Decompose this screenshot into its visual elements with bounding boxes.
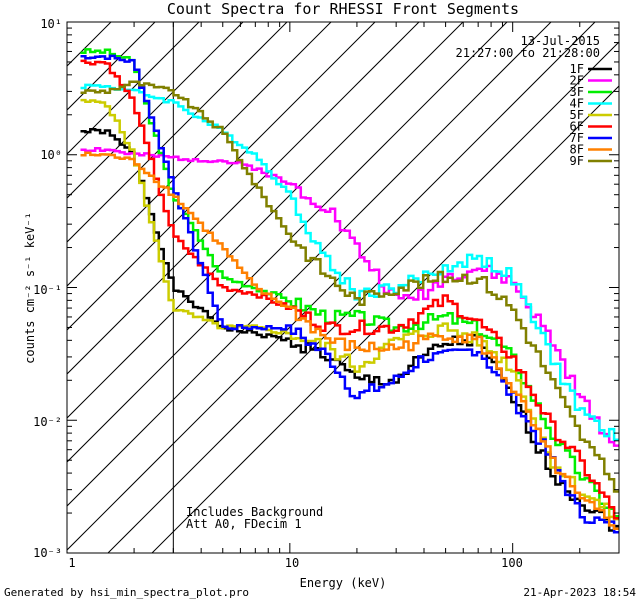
- series-line-4F: [80, 83, 619, 442]
- hatch-line: [67, 22, 552, 507]
- hatch-line: [107, 41, 619, 553]
- chart-title: Count Spectra for RHESSI Front Segments: [167, 0, 519, 18]
- y-tick-label-1e-2: 10⁻²: [33, 415, 62, 429]
- series-line-1F: [80, 128, 619, 532]
- legend-label-6F: 6F: [570, 120, 584, 134]
- series-group: [80, 48, 619, 534]
- x-axis-label: Energy (keV): [300, 576, 387, 590]
- hatch-line: [67, 22, 508, 463]
- plot-date: 13-Jul-2015: [521, 34, 600, 48]
- y-tick-label-1e-3: 10⁻³: [33, 546, 62, 560]
- series-line-2F: [80, 147, 619, 447]
- hatch-line: [67, 22, 332, 287]
- y-axis-label: counts cm⁻² s⁻¹ keV⁻¹: [23, 212, 37, 364]
- series-line-7F: [80, 54, 619, 534]
- series-line-8F: [80, 151, 619, 531]
- y-tick-label-1e-1: 10⁻¹: [33, 283, 62, 297]
- hatch-line: [67, 22, 420, 375]
- axis-ticks: [66, 21, 620, 554]
- hatch-line: [67, 22, 596, 551]
- legend-label-4F: 4F: [570, 97, 584, 111]
- legend-label-5F: 5F: [570, 108, 584, 122]
- legend-label-3F: 3F: [570, 85, 584, 99]
- legend-label-8F: 8F: [570, 143, 584, 157]
- series-line-6F: [80, 59, 619, 520]
- hatch-line: [67, 22, 464, 419]
- x-tick-label-100: 100: [501, 556, 523, 570]
- annotation-attenuator: Att A0, FDecim 1: [186, 517, 302, 531]
- y-tick-label-1e0: 10⁰: [40, 148, 62, 162]
- annotation-background: Includes Background: [186, 505, 323, 519]
- footer-timestamp: 21-Apr-2023 18:54: [523, 586, 636, 599]
- x-tick-label-1: 1: [68, 556, 75, 570]
- legend-label-2F: 2F: [570, 74, 584, 88]
- series-line-5F: [80, 98, 619, 521]
- legend-label-1F: 1F: [570, 62, 584, 76]
- hatch-line: [67, 22, 244, 199]
- plot-time-range: 21:27:00 to 21:28:00: [456, 46, 601, 60]
- footer-generator: Generated by hsi_min_spectra_plot.pro: [4, 586, 249, 599]
- legend-label-9F: 9F: [570, 154, 584, 168]
- hatch-line: [67, 22, 376, 331]
- series-line-9F: [80, 80, 619, 493]
- y-tick-label-1e1: 10¹: [40, 17, 62, 31]
- x-tick-label-10: 10: [285, 556, 299, 570]
- legend-label-7F: 7F: [570, 131, 584, 145]
